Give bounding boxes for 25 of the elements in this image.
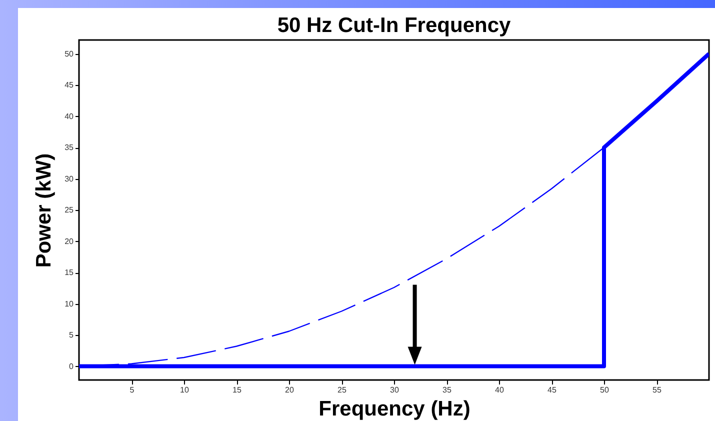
x-tick-label: 30 bbox=[390, 386, 400, 394]
y-tick-label: 40 bbox=[64, 112, 74, 121]
x-tick-label: 10 bbox=[180, 386, 190, 394]
y-tick-label: 5 bbox=[69, 330, 74, 340]
y-tick-label: 45 bbox=[64, 80, 74, 90]
x-tick-label: 40 bbox=[495, 386, 504, 394]
y-tick-label: 35 bbox=[64, 143, 74, 152]
y-tick-label: 10 bbox=[64, 299, 74, 308]
x-axis-title: Frequency (Hz) bbox=[318, 398, 470, 420]
y-tick-label: 30 bbox=[64, 174, 74, 184]
x-tick-label: 15 bbox=[232, 386, 242, 394]
x-tick-label: 5 bbox=[130, 386, 135, 394]
x-tick-label: 35 bbox=[442, 386, 452, 394]
y-tick-label: 0 bbox=[69, 362, 74, 371]
x-tick-label: 55 bbox=[652, 386, 662, 394]
chart-title: 50 Hz Cut-In Frequency bbox=[277, 14, 511, 37]
y-tick-label: 15 bbox=[64, 268, 74, 277]
x-tick-label: 45 bbox=[548, 386, 557, 394]
y-tick-label: 20 bbox=[64, 236, 74, 246]
x-tick-label: 50 bbox=[600, 386, 610, 394]
y-axis-title: Power (kW) bbox=[32, 153, 56, 268]
x-tick-label: 25 bbox=[338, 386, 347, 394]
y-tick-label: 50 bbox=[64, 49, 74, 58]
y-tick-label: 25 bbox=[64, 206, 74, 214]
x-tick-label: 20 bbox=[285, 386, 294, 394]
